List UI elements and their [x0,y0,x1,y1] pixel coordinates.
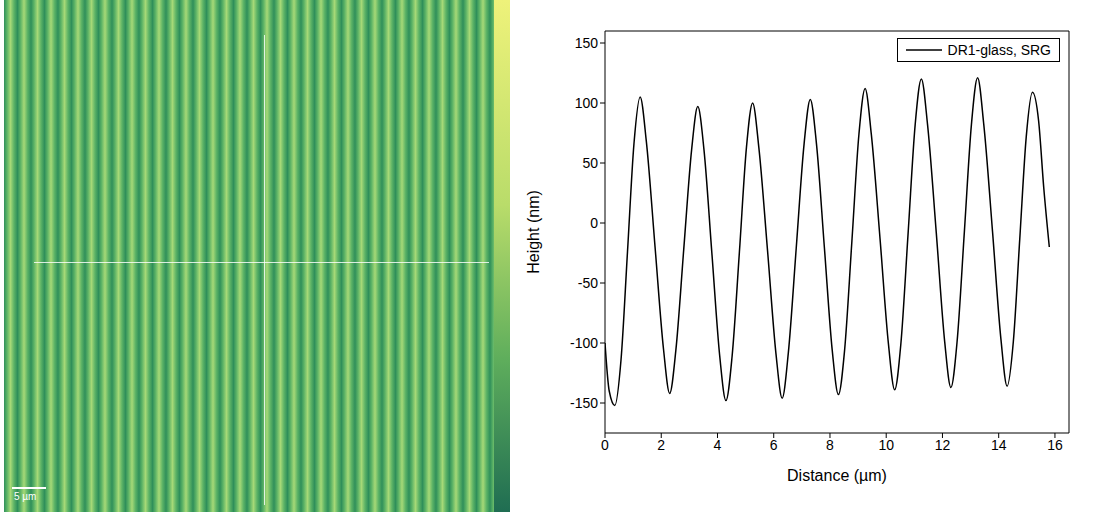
svg-text:16: 16 [1047,437,1063,453]
svg-text:Distance (µm): Distance (µm) [787,467,887,484]
svg-text:12: 12 [935,437,951,453]
svg-text:-150: -150 [570,395,598,411]
svg-text:8: 8 [826,437,834,453]
svg-text:Height (nm): Height (nm) [525,190,542,274]
svg-text:-50: -50 [578,275,598,291]
svg-text:10: 10 [878,437,894,453]
html-text:5 µm: 5 µm [14,491,37,502]
html-text:DR1-glass, SRG: DR1-glass, SRG [947,42,1051,58]
svg-text:50: 50 [582,155,598,171]
svg-text:-100: -100 [570,335,598,351]
svg-text:4: 4 [714,437,722,453]
svg-text:100: 100 [575,95,599,111]
svg-text:14: 14 [991,437,1007,453]
svg-text:2: 2 [657,437,665,453]
svg-text:6: 6 [770,437,778,453]
svg-text:0: 0 [601,437,609,453]
svg-text:150: 150 [575,35,599,51]
svg-text:0: 0 [590,215,598,231]
